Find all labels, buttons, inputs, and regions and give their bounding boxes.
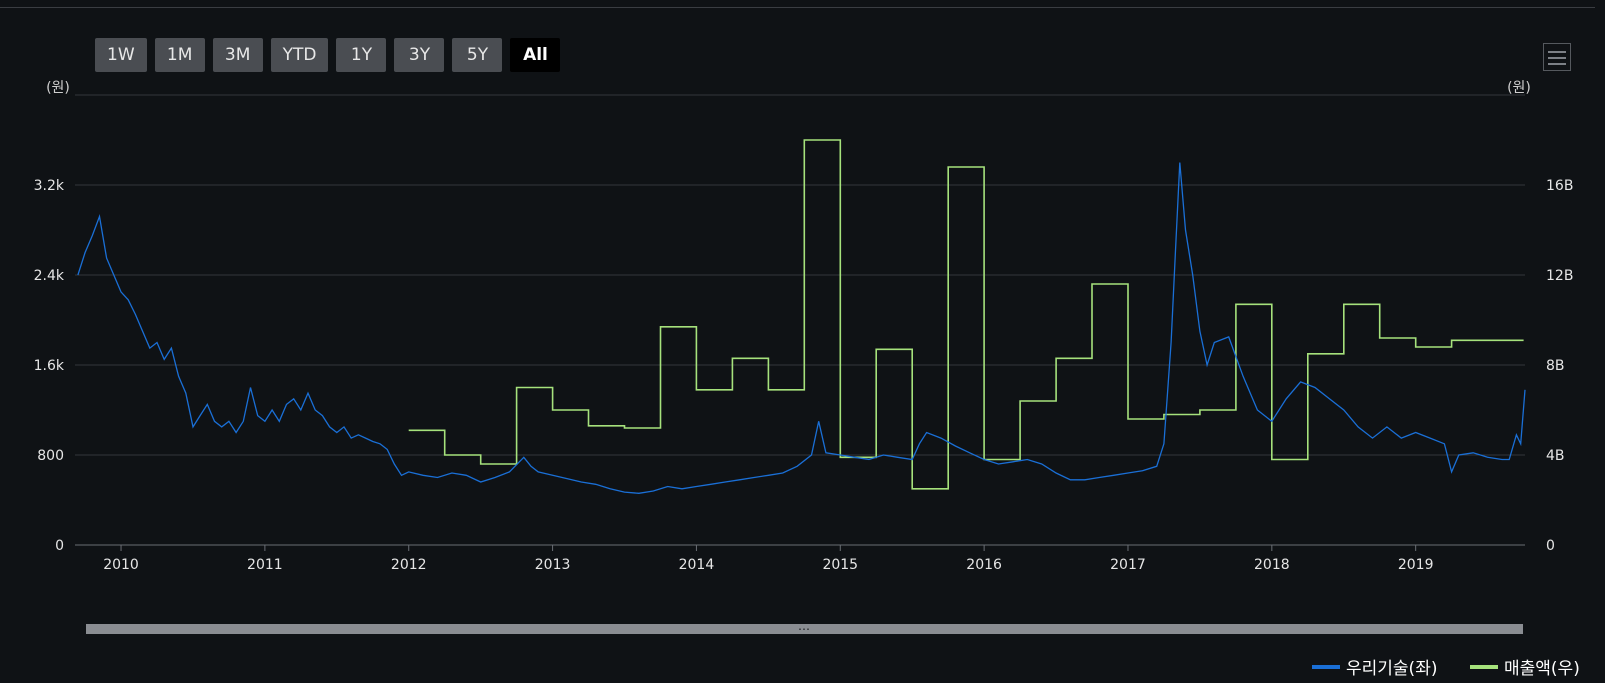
legend-label-revenue: 매출액(우) (1504, 659, 1580, 679)
x-tick-label: 2019 (1398, 557, 1434, 573)
right-axis: (원) 0 4B 8B 12B 16B (1507, 80, 1573, 554)
x-axis: 2010 2011 2012 2013 2014 2015 2016 2017 2018 2019 (75, 544, 1525, 573)
range-button-3y[interactable]: 3Y (394, 38, 445, 72)
right-tick-label: 8B (1546, 358, 1565, 374)
left-tick-label: 800 (37, 448, 64, 464)
range-button-3m[interactable]: 3M (212, 38, 263, 72)
left-tick-label: 2.4k (34, 268, 65, 284)
top-divider (0, 7, 1595, 8)
navigator-grip-icon: ⋯ (798, 622, 810, 636)
right-tick-label: 12B (1546, 268, 1573, 284)
right-tick-label: 4B (1546, 448, 1565, 464)
legend-label-price: 우리기술(좌) (1346, 659, 1438, 679)
x-tick-label: 2017 (1110, 557, 1146, 573)
right-axis-unit: (원) (1507, 80, 1531, 96)
x-tick-label: 2015 (822, 557, 858, 573)
chart-menu-icon[interactable] (1543, 43, 1571, 71)
x-tick-label: 2014 (679, 557, 715, 573)
x-tick-label: 2012 (391, 557, 427, 573)
x-tick-label: 2011 (247, 557, 283, 573)
x-tick-label: 2013 (535, 557, 571, 573)
menu-line-3 (1548, 63, 1566, 65)
left-tick-label: 0 (55, 538, 64, 554)
navigator-handle[interactable] (86, 624, 1523, 634)
range-button-all[interactable]: All (510, 38, 561, 72)
menu-line-1 (1548, 51, 1566, 53)
left-axis: (원) 0 800 1.6k 2.4k 3.2k (34, 80, 70, 554)
grid-lines (75, 94, 1525, 546)
right-tick-label: 0 (1546, 538, 1555, 554)
range-button-1y[interactable]: 1Y (336, 38, 387, 72)
right-tick-label: 16B (1546, 178, 1573, 194)
left-axis-unit: (원) (46, 80, 70, 96)
x-tick-label: 2018 (1254, 557, 1290, 573)
range-button-5y[interactable]: 5Y (452, 38, 503, 72)
legend-swatch-revenue (1470, 664, 1498, 669)
legend-item-price[interactable]: 우리기술(좌) (1312, 654, 1437, 679)
range-button-1w[interactable]: 1W (95, 38, 147, 72)
range-button-ytd[interactable]: YTD (270, 38, 329, 72)
range-navigator: ⋯ (86, 622, 1523, 636)
series-revenue-line (408, 139, 1524, 490)
legend-item-revenue[interactable]: 매출액(우) (1470, 654, 1580, 679)
x-tick-label: 2010 (103, 557, 139, 573)
range-selector: 1W 1M 3M YTD 1Y 3Y 5Y All (95, 38, 561, 72)
menu-line-2 (1548, 57, 1566, 59)
left-tick-label: 3.2k (34, 178, 65, 194)
legend-swatch-price (1312, 664, 1340, 669)
left-tick-label: 1.6k (34, 358, 65, 374)
x-tick-label: 2016 (966, 557, 1002, 573)
series-price-line (77, 162, 1526, 494)
range-button-1m[interactable]: 1M (154, 38, 205, 72)
